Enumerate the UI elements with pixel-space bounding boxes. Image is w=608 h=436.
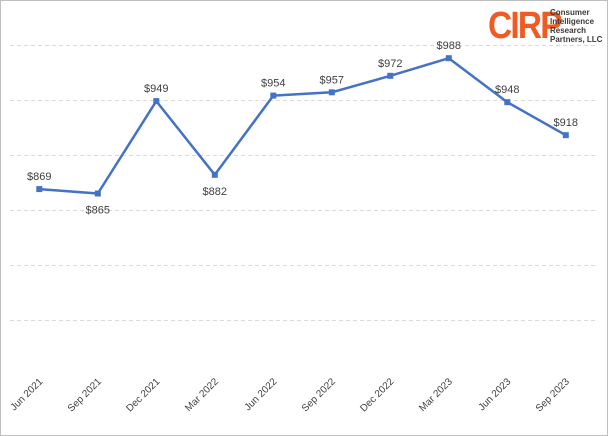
data-point-0 bbox=[36, 186, 43, 193]
logo-mark: CIRP bbox=[488, 5, 563, 47]
cirp-logo: CIRP Consumer Intelligence Research Part… bbox=[488, 5, 604, 49]
logo-line-1: Consumer bbox=[550, 8, 590, 17]
logo-company-name: Consumer Intelligence Research Partners,… bbox=[550, 8, 602, 44]
data-labels: $869 $865 $949 $882 $954 $957 $972 $988 $948 $918 bbox=[27, 40, 578, 216]
data-point-3 bbox=[211, 171, 218, 178]
x-tick-label-0: Jun 2021 bbox=[9, 376, 46, 413]
data-point-2 bbox=[153, 98, 160, 105]
data-point-9 bbox=[562, 132, 569, 139]
data-label-3: $882 bbox=[203, 186, 227, 198]
data-label-5: $957 bbox=[320, 74, 344, 86]
logo-line-4: Partners, LLC bbox=[550, 35, 603, 44]
data-label-4: $954 bbox=[261, 78, 285, 90]
x-tick-label-8: Jun 2023 bbox=[477, 376, 514, 413]
data-label-8: $948 bbox=[495, 84, 519, 96]
x-tick-label-5: Sep 2022 bbox=[300, 376, 338, 414]
data-point-6 bbox=[387, 72, 394, 79]
data-label-6: $972 bbox=[378, 58, 402, 70]
x-tick-label-7: Mar 2023 bbox=[417, 376, 455, 414]
data-label-0: $869 bbox=[27, 171, 51, 183]
x-tick-label-9: Sep 2023 bbox=[534, 376, 572, 414]
data-point-5 bbox=[328, 89, 335, 96]
x-axis-tick-labels: Jun 2021 Sep 2021 Dec 2021 Mar 2022 Jun 2022… bbox=[9, 376, 573, 414]
x-tick-label-6: Dec 2022 bbox=[358, 376, 396, 414]
x-tick-label-2: Dec 2021 bbox=[124, 376, 162, 414]
logo-line-2: Intelligence bbox=[550, 17, 595, 26]
logo-line-3: Research bbox=[550, 26, 587, 35]
x-tick-label-1: Sep 2021 bbox=[66, 376, 104, 414]
x-tick-label-4: Jun 2022 bbox=[243, 376, 280, 413]
data-point-1 bbox=[94, 190, 101, 197]
data-label-1: $865 bbox=[86, 205, 110, 217]
data-label-2: $949 bbox=[144, 83, 168, 95]
data-label-7: $988 bbox=[437, 40, 461, 52]
data-label-9: $918 bbox=[554, 117, 578, 129]
data-point-7 bbox=[445, 55, 452, 62]
series-line-group bbox=[39, 56, 567, 195]
x-tick-label-3: Mar 2022 bbox=[183, 376, 221, 414]
data-points bbox=[36, 55, 569, 197]
series-line bbox=[39, 56, 567, 195]
data-point-8 bbox=[504, 99, 511, 106]
data-point-4 bbox=[270, 92, 277, 99]
